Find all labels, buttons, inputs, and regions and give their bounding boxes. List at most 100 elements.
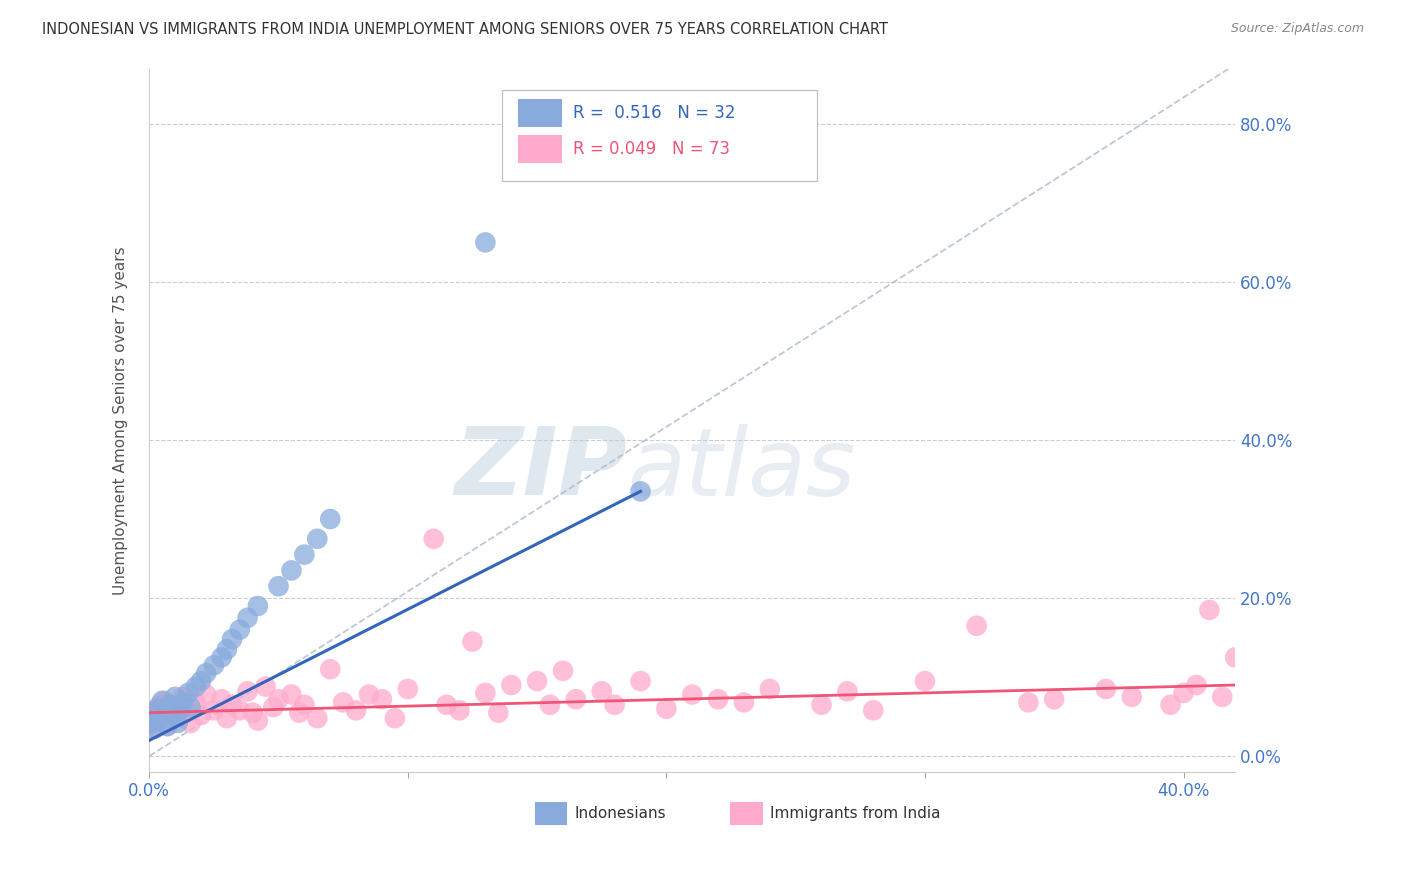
Point [141,706,163,720]
Point [242,706,264,720]
Point [146,702,169,716]
Point [143,722,166,736]
Point [190,674,212,689]
Point [810,698,832,712]
Point [202,703,225,717]
Point [236,684,259,698]
Point [449,703,471,717]
Point [1043,692,1066,706]
Text: Immigrants from India: Immigrants from India [770,806,941,821]
Point [565,692,588,706]
FancyBboxPatch shape [502,89,817,181]
Point [159,703,181,717]
Point [630,484,652,499]
Point [229,703,252,717]
Point [707,692,730,706]
Point [630,674,652,689]
Point [177,686,200,700]
Point [396,681,419,696]
Point [307,711,329,725]
Point [344,703,367,717]
Point [215,711,238,725]
Point [211,650,233,665]
Point [146,709,169,723]
Text: ZIP: ZIP [454,424,627,516]
Y-axis label: Unemployment Among Seniors over 75 years: Unemployment Among Seniors over 75 years [114,246,128,595]
Point [159,698,181,712]
Point [246,599,269,613]
Point [138,717,160,731]
Point [138,717,160,731]
Point [1185,678,1208,692]
Point [202,658,225,673]
Point [221,632,243,647]
Point [169,703,191,717]
Point [184,695,207,709]
Point [143,722,166,736]
Point [501,678,523,692]
Point [307,532,329,546]
Point [1121,690,1143,704]
Point [141,706,163,720]
FancyBboxPatch shape [534,802,568,825]
Point [526,674,548,689]
Point [150,714,173,728]
Point [551,664,574,678]
Point [357,688,380,702]
Point [165,711,187,725]
Point [591,684,613,698]
Point [169,698,191,712]
Point [165,690,187,704]
Point [1198,603,1220,617]
Point [1017,695,1039,709]
Point [759,681,782,696]
Point [1173,686,1195,700]
Point [195,688,218,702]
Text: INDONESIAN VS IMMIGRANTS FROM INDIA UNEMPLOYMENT AMONG SENIORS OVER 75 YEARS COR: INDONESIAN VS IMMIGRANTS FROM INDIA UNEM… [42,22,889,37]
Point [267,579,290,593]
Point [156,719,179,733]
Point [221,698,243,712]
Point [236,611,259,625]
Point [292,698,315,712]
Point [229,623,252,637]
Point [280,688,302,702]
Point [180,715,202,730]
Point [603,698,626,712]
Point [172,695,194,709]
Point [184,680,207,694]
Point [436,698,458,712]
Point [681,688,703,702]
Point [254,680,277,694]
Point [862,703,884,717]
Point [172,690,194,704]
Point [1160,698,1182,712]
Point [180,700,202,714]
Point [384,711,406,725]
Point [288,706,311,720]
Point [267,692,290,706]
Point [966,619,988,633]
Point [332,695,354,709]
FancyBboxPatch shape [519,99,562,127]
Point [190,708,212,723]
Point [1095,681,1118,696]
Point [371,692,394,706]
Point [319,662,342,676]
Point [262,700,284,714]
Point [150,694,173,708]
Point [156,719,179,733]
Point [461,634,484,648]
Point [149,698,172,712]
FancyBboxPatch shape [730,802,763,825]
Point [1225,650,1247,665]
Point [538,698,561,712]
Text: Source: ZipAtlas.com: Source: ZipAtlas.com [1230,22,1364,36]
Point [914,674,936,689]
Point [733,695,755,709]
Point [246,714,269,728]
Point [486,706,509,720]
Point [162,709,184,723]
Point [422,532,444,546]
Text: R =  0.516   N = 32: R = 0.516 N = 32 [572,103,735,122]
